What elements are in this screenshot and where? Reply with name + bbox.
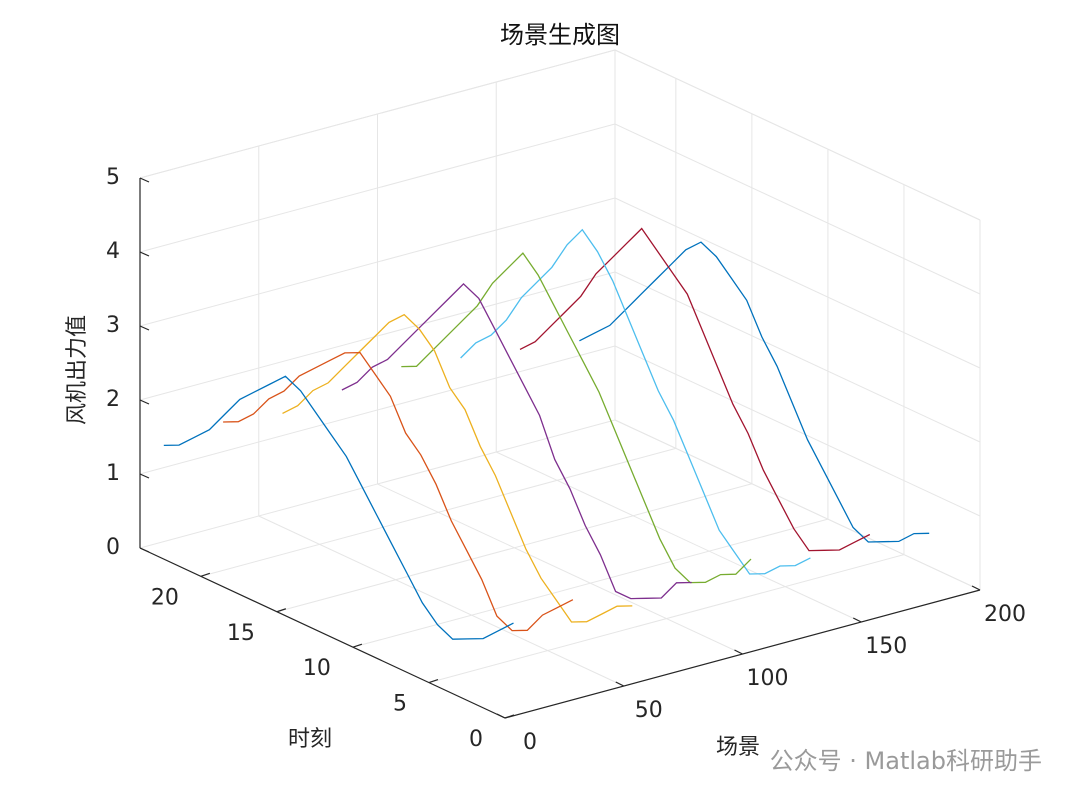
y-tick-label: 15 (227, 621, 255, 646)
grid-line (614, 271, 981, 443)
x-tick-label: 50 (635, 698, 663, 723)
y-tick (276, 608, 287, 613)
watermark: 公众号 · Matlab科研助手 (770, 747, 1042, 775)
grid-line (352, 518, 829, 648)
y-tick (352, 643, 363, 648)
x-tick-label: 0 (523, 730, 537, 755)
grid-line (614, 123, 981, 295)
x-axis-label: 场景 (716, 735, 760, 760)
series-line (223, 351, 574, 632)
grid-line (139, 123, 616, 253)
grid-line (614, 419, 981, 591)
series-line (460, 228, 811, 575)
z-tick-label: 1 (106, 461, 120, 486)
box-edge (614, 49, 981, 221)
grid-line (428, 554, 905, 684)
series-line (579, 241, 930, 543)
x-tick (971, 585, 981, 591)
x-tick (496, 713, 506, 719)
grid-line (496, 451, 862, 623)
y-axis (139, 547, 506, 719)
grid-line (377, 483, 743, 655)
z-tick-label: 2 (106, 387, 120, 412)
z-tick (139, 177, 150, 183)
z-tick (139, 473, 150, 479)
grid-line (276, 483, 753, 613)
grid-line (614, 197, 981, 369)
z-tick-label: 3 (106, 313, 120, 338)
grid-line (200, 447, 676, 577)
x-tick (852, 617, 862, 623)
grid-line (139, 271, 616, 401)
z-tick-label: 4 (106, 239, 120, 264)
y-tick-label: 0 (469, 727, 483, 752)
z-tick (139, 251, 150, 257)
grid-line (139, 419, 616, 549)
series-line (519, 227, 871, 552)
y-tick-label: 10 (303, 656, 331, 681)
series-line (341, 282, 692, 600)
grid-line (139, 197, 616, 327)
chart-title: 场景生成图 (500, 21, 620, 49)
y-tick (200, 572, 211, 577)
z-tick-label: 5 (106, 165, 120, 190)
z-axis-label: 风机出力值 (65, 315, 90, 425)
box-edge (139, 49, 616, 179)
x-tick (734, 649, 743, 655)
x-tick-label: 150 (865, 634, 907, 659)
x-tick (615, 681, 625, 687)
x-tick-label: 200 (984, 602, 1026, 627)
z-tick (139, 399, 150, 405)
y-tick (504, 714, 515, 719)
series-line (163, 375, 514, 640)
grid-line (614, 345, 981, 517)
y-tick-label: 20 (151, 585, 179, 610)
z-tick (139, 325, 150, 331)
y-tick (428, 679, 439, 684)
y-tick-label: 5 (393, 692, 407, 717)
z-tick (139, 547, 150, 553)
z-tick-label: 0 (106, 535, 120, 560)
y-axis-label: 时刻 (288, 727, 332, 752)
grid-line (139, 345, 616, 475)
series-line (401, 252, 752, 584)
x-tick-label: 100 (747, 666, 789, 691)
series-line (282, 313, 633, 623)
